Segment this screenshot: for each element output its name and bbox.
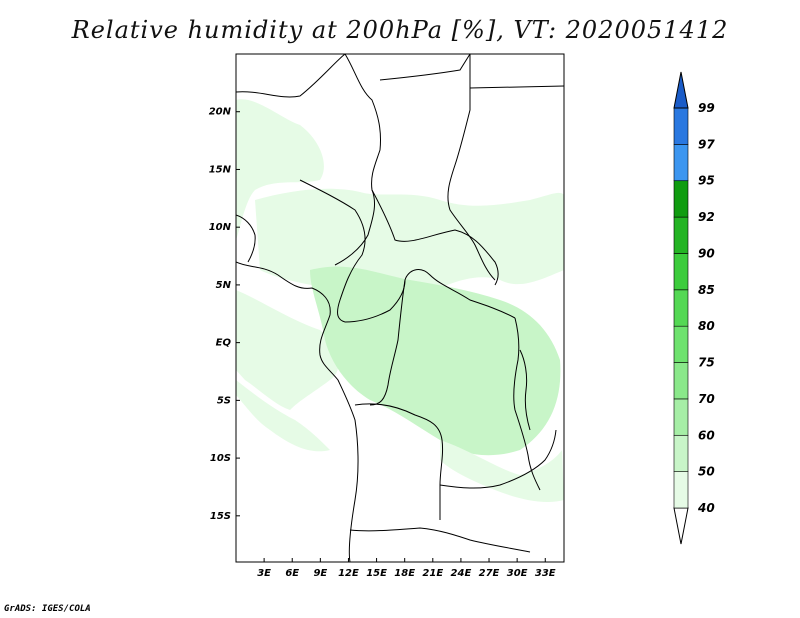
map-frame xyxy=(235,53,565,563)
coastline-west xyxy=(236,261,359,562)
border-drc-east xyxy=(513,317,541,491)
map-title: Relative humidity at 200hPa [%], VT: 202… xyxy=(71,16,729,44)
colorbar-label: 95 xyxy=(698,174,715,188)
colorbar-upper-arrow xyxy=(673,71,689,109)
colorbar-segment xyxy=(673,434,689,472)
lat-tick-label: 10N xyxy=(209,222,232,233)
humidity-region-east xyxy=(440,440,564,502)
humidity-region-congo xyxy=(310,266,561,456)
colorbar-label: 92 xyxy=(698,210,715,224)
humidity-region-south-coast xyxy=(236,380,330,452)
border-sahara-north xyxy=(236,54,346,98)
lon-tick-label: 3E xyxy=(257,568,271,579)
border-zambia xyxy=(439,429,557,489)
lat-tick-label: 5S xyxy=(217,395,231,406)
lat-tick-label: 15S xyxy=(210,511,231,522)
lon-tick-label: 18E xyxy=(394,568,415,579)
country-borders xyxy=(236,54,564,562)
colorbar-label: 75 xyxy=(698,356,715,370)
humidity-region-central xyxy=(236,290,339,410)
colorbar-label: 60 xyxy=(698,428,715,442)
longitude-axis: 3E 6E 9E 12E 15E 18E 21E 24E 27E 30E 33E xyxy=(257,558,556,579)
colorbar-segment xyxy=(673,144,689,182)
colorbar-segment xyxy=(673,107,689,145)
humidity-region-west-africa xyxy=(236,99,324,240)
border-chad-sudan xyxy=(379,54,471,81)
colorbar-segment xyxy=(673,471,689,509)
border-cameroon xyxy=(299,179,366,323)
lon-tick-label: 30E xyxy=(507,568,528,579)
colorbar-label: 80 xyxy=(698,319,715,333)
lat-tick-label: 5N xyxy=(216,280,232,291)
lon-tick-label: 33E xyxy=(535,568,556,579)
lon-tick-label: 27E xyxy=(479,568,500,579)
credit-label: GrADS: IGES/COLA xyxy=(4,604,91,614)
colorbar-segment xyxy=(673,253,689,291)
lat-tick-label: 15N xyxy=(209,164,232,175)
lat-tick-label: 10S xyxy=(210,453,231,464)
border-namibia xyxy=(349,527,531,553)
border-niger-chad xyxy=(334,54,381,266)
lon-tick-label: 9E xyxy=(313,568,327,579)
colorbar-label: 50 xyxy=(698,465,715,479)
colorbar-label: 70 xyxy=(698,392,715,406)
colorbar-segment xyxy=(673,216,689,254)
colorbar-label: 97 xyxy=(698,137,715,151)
lat-tick-label: EQ xyxy=(216,338,232,349)
colorbar-segment xyxy=(673,325,689,363)
border-car xyxy=(371,189,499,286)
colorbar-segment xyxy=(673,289,689,327)
colorbar-label: 99 xyxy=(698,101,715,115)
colorbar-label: 85 xyxy=(698,283,715,297)
humidity-fields xyxy=(236,99,564,502)
border-drc-west xyxy=(369,279,406,406)
border-lakes xyxy=(519,349,531,431)
lon-tick-label: 24E xyxy=(451,568,472,579)
border-angola xyxy=(354,403,444,520)
colorbar-label: 90 xyxy=(698,246,715,260)
lon-tick-label: 6E xyxy=(285,568,299,579)
colorbar-segment xyxy=(673,180,689,218)
colorbar-segment xyxy=(673,398,689,436)
lon-tick-label: 12E xyxy=(338,568,359,579)
colorbar: 40 50 60 70 75 80 85 90 92 95 97 99 xyxy=(673,71,715,545)
colorbar-segment xyxy=(673,362,689,400)
lat-tick-label: 20N xyxy=(209,107,232,118)
latitude-axis: 20N 15N 10N 5N EQ 5S 10S 15S xyxy=(209,107,240,522)
colorbar-lower-arrow xyxy=(673,507,689,545)
border-sudan-east xyxy=(447,54,496,281)
lon-tick-label: 21E xyxy=(422,568,443,579)
border-east-coast xyxy=(469,85,564,89)
colorbar-label: 40 xyxy=(697,501,715,515)
border-congo xyxy=(344,269,516,323)
lon-tick-label: 15E xyxy=(366,568,387,579)
border-gulf-guinea-isles xyxy=(236,214,256,263)
